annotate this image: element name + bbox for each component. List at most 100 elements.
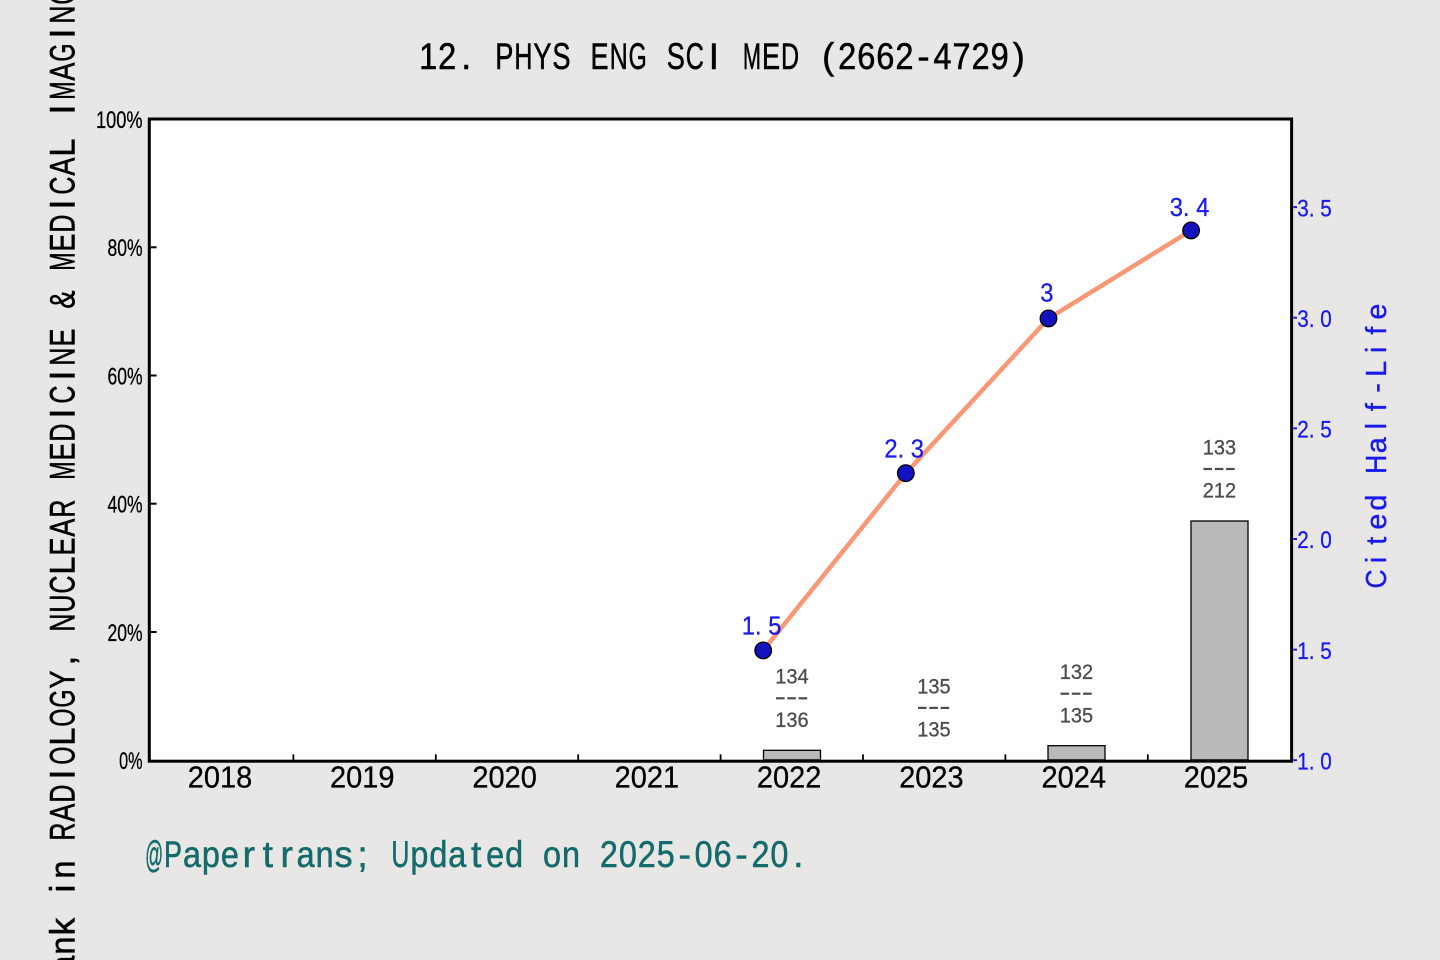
svg-text:2025: 2025 bbox=[1184, 760, 1249, 795]
svg-text:0%: 0% bbox=[119, 748, 142, 775]
svg-text:E: E bbox=[43, 234, 83, 252]
svg-text:2024: 2024 bbox=[1041, 760, 1106, 795]
svg-text:G: G bbox=[43, 690, 83, 708]
svg-text:A: A bbox=[43, 518, 83, 536]
svg-text:o: o bbox=[543, 833, 561, 875]
svg-text:&: & bbox=[43, 290, 83, 308]
svg-text:a: a bbox=[448, 833, 466, 875]
svg-text:a: a bbox=[1361, 436, 1393, 453]
svg-text:2: 2 bbox=[600, 833, 618, 875]
svg-text:n: n bbox=[43, 861, 83, 879]
svg-text:1. 5: 1. 5 bbox=[742, 610, 782, 640]
svg-text:2: 2 bbox=[895, 36, 913, 77]
svg-text:2020: 2020 bbox=[472, 760, 537, 795]
svg-text:C: C bbox=[43, 177, 83, 195]
svg-text:C: C bbox=[43, 576, 83, 594]
svg-text:R: R bbox=[43, 500, 83, 518]
svg-text:f: f bbox=[1361, 402, 1393, 411]
svg-text:l: l bbox=[1361, 423, 1393, 429]
svg-text:134: 134 bbox=[775, 665, 809, 689]
svg-text:D: D bbox=[781, 36, 799, 77]
svg-text:60%: 60% bbox=[108, 363, 143, 390]
svg-text:e: e bbox=[486, 833, 504, 875]
svg-text:e: e bbox=[1361, 304, 1393, 320]
svg-text:-: - bbox=[917, 36, 929, 77]
svg-text:): ) bbox=[1013, 36, 1025, 77]
svg-text:212: 212 bbox=[1203, 479, 1236, 503]
svg-text:I: I bbox=[709, 36, 719, 77]
svg-text:0: 0 bbox=[619, 833, 637, 875]
svg-text:C: C bbox=[686, 36, 704, 77]
svg-text:p: p bbox=[202, 833, 220, 875]
svg-text:i: i bbox=[43, 885, 83, 893]
svg-text:N: N bbox=[610, 36, 628, 77]
svg-text:D: D bbox=[43, 424, 83, 442]
svg-text:e: e bbox=[221, 833, 239, 875]
svg-text:2: 2 bbox=[838, 36, 856, 77]
svg-text:1. 5: 1. 5 bbox=[1297, 638, 1332, 665]
svg-text:3. 4: 3. 4 bbox=[1170, 192, 1210, 222]
svg-text:P: P bbox=[495, 36, 513, 77]
svg-text:2. 3: 2. 3 bbox=[884, 434, 924, 464]
svg-text:,: , bbox=[43, 656, 83, 666]
svg-text:2. 5: 2. 5 bbox=[1297, 417, 1332, 444]
svg-text:;: ; bbox=[357, 833, 367, 875]
svg-text:d: d bbox=[429, 833, 447, 875]
svg-text:-: - bbox=[735, 833, 747, 875]
svg-text:135: 135 bbox=[1060, 703, 1093, 727]
svg-text:E: E bbox=[43, 443, 83, 461]
svg-text:136: 136 bbox=[775, 708, 808, 732]
svg-text:D: D bbox=[43, 785, 83, 803]
svg-text:C: C bbox=[1361, 569, 1393, 588]
svg-text:n: n bbox=[562, 833, 580, 875]
svg-text:i: i bbox=[1361, 557, 1393, 563]
svg-text:A: A bbox=[43, 157, 83, 175]
svg-text:(: ( bbox=[822, 36, 834, 77]
svg-text:r: r bbox=[243, 833, 255, 875]
svg-text:p: p bbox=[410, 833, 428, 875]
svg-text:7: 7 bbox=[952, 36, 970, 77]
svg-text:I: I bbox=[43, 409, 83, 419]
svg-text:M: M bbox=[743, 36, 761, 77]
svg-text:L: L bbox=[1361, 361, 1393, 377]
svg-text:3. 5: 3. 5 bbox=[1297, 195, 1332, 222]
svg-text:R: R bbox=[43, 823, 83, 841]
svg-text:f: f bbox=[1361, 326, 1393, 335]
svg-text:133: 133 bbox=[1203, 435, 1236, 459]
svg-text:r: r bbox=[281, 833, 293, 875]
svg-text:I: I bbox=[43, 105, 83, 115]
svg-text:I: I bbox=[43, 29, 83, 39]
svg-text:I: I bbox=[43, 200, 83, 210]
svg-text:S: S bbox=[667, 36, 685, 77]
svg-text:135: 135 bbox=[917, 718, 950, 742]
svg-text:t: t bbox=[263, 833, 274, 875]
svg-text:E: E bbox=[591, 36, 609, 77]
svg-text:.: . bbox=[461, 36, 471, 77]
svg-text:1. 0: 1. 0 bbox=[1297, 748, 1332, 775]
svg-text:1: 1 bbox=[419, 36, 437, 77]
svg-text:A: A bbox=[43, 803, 83, 821]
svg-text:N: N bbox=[43, 348, 83, 366]
svg-text:2: 2 bbox=[638, 833, 656, 875]
svg-text:9: 9 bbox=[991, 36, 1009, 77]
svg-text:E: E bbox=[762, 36, 780, 77]
svg-text:2019: 2019 bbox=[330, 760, 395, 795]
svg-text:3. 0: 3. 0 bbox=[1297, 306, 1332, 333]
svg-text:2022: 2022 bbox=[757, 760, 822, 795]
svg-text:132: 132 bbox=[1060, 660, 1093, 684]
svg-text:2: 2 bbox=[972, 36, 990, 77]
svg-text:40%: 40% bbox=[108, 492, 143, 519]
svg-text:Y: Y bbox=[43, 671, 83, 689]
svg-text:2. 0: 2. 0 bbox=[1297, 527, 1332, 554]
svg-text:0: 0 bbox=[770, 833, 788, 875]
svg-text:.: . bbox=[793, 833, 803, 875]
svg-text:H: H bbox=[1361, 455, 1393, 474]
svg-text:I: I bbox=[43, 770, 83, 780]
svg-text:U: U bbox=[391, 833, 409, 875]
svg-text:135: 135 bbox=[917, 674, 950, 698]
svg-text:G: G bbox=[43, 0, 83, 5]
svg-text:M: M bbox=[43, 82, 83, 100]
svg-text:n: n bbox=[316, 833, 334, 875]
svg-text:D: D bbox=[43, 215, 83, 233]
svg-text:d: d bbox=[505, 833, 523, 875]
